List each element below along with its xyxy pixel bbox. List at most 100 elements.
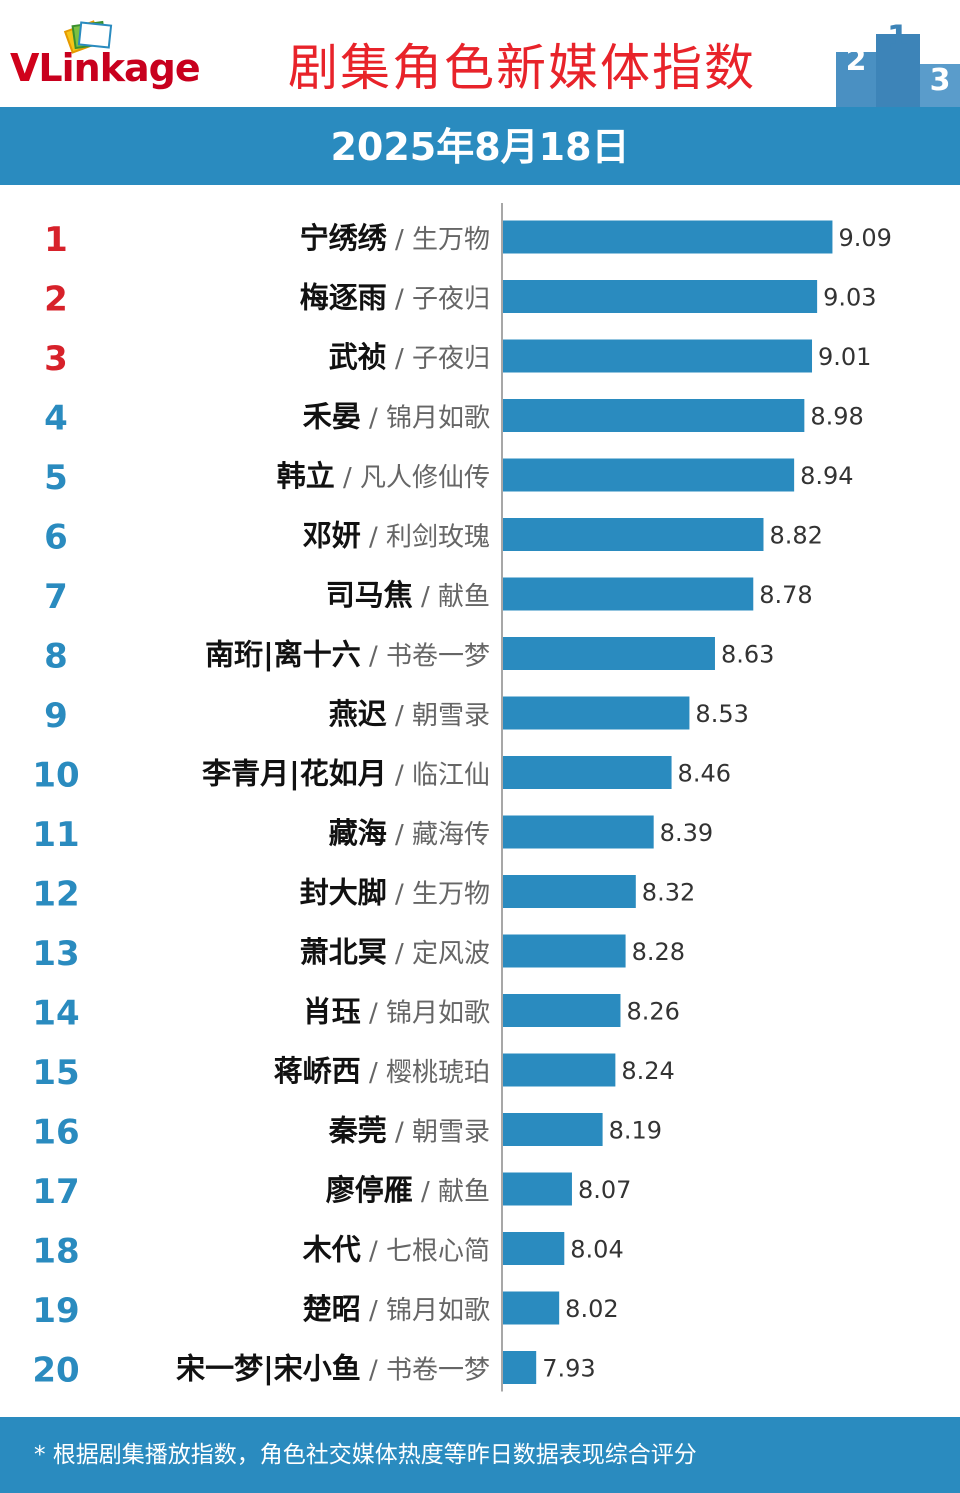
character-name: 萧北冥 <box>300 935 387 969</box>
category-label: 宋一梦|宋小鱼 / 书卷一梦 <box>176 1352 490 1386</box>
bar <box>503 1113 603 1146</box>
character-name: 燕迟 <box>329 697 387 731</box>
value-label: 8.53 <box>695 700 748 728</box>
category-label: 肖珏 / 锦月如歌 <box>303 995 490 1029</box>
category-label: 司马焦 / 献鱼 <box>326 578 490 612</box>
rank-number: 10 <box>32 756 79 796</box>
category-label: 藏海 / 藏海传 <box>329 816 490 850</box>
value-label: 8.39 <box>660 819 713 847</box>
rank-number: 16 <box>32 1113 79 1153</box>
page-title: 剧集角色新媒体指数 <box>288 39 756 97</box>
drama-name: / 锦月如歌 <box>361 404 490 434</box>
category-label: 武祯 / 子夜归 <box>329 340 490 374</box>
value-label: 8.07 <box>578 1176 631 1204</box>
bar <box>503 994 621 1027</box>
drama-name: / 朝雪录 <box>387 1118 490 1148</box>
character-name: 禾晏 <box>303 400 361 434</box>
value-label: 8.46 <box>678 760 731 788</box>
character-name: 藏海 <box>329 816 387 850</box>
character-name: 廖停雁 <box>326 1173 413 1207</box>
logo-v: V <box>10 46 39 90</box>
character-name: 蒋峤西 <box>274 1054 361 1088</box>
value-label: 8.94 <box>800 462 853 490</box>
rank-number: 18 <box>32 1232 79 1272</box>
category-label: 木代 / 七根心简 <box>302 1233 490 1267</box>
svg-text:1: 1 <box>887 18 909 56</box>
character-name: 南珩|离十六 <box>205 638 361 672</box>
category-label: 邓妍 / 利剑玫瑰 <box>303 519 490 553</box>
category-label: 南珩|离十六 / 书卷一梦 <box>205 638 490 672</box>
character-name: 梅逐雨 <box>300 281 387 315</box>
value-label: 8.82 <box>769 522 822 550</box>
category-label: 韩立 / 凡人修仙传 <box>277 459 490 493</box>
ranking-chart: 1 宁绣绣 / 生万物 9.09 2 梅逐雨 / 子夜归 9.03 3 武祯 / 子夜归 9.0… <box>0 185 960 1415</box>
bar <box>503 637 715 670</box>
bar <box>503 1232 565 1265</box>
category-label: 梅逐雨 / 子夜归 <box>300 281 490 315</box>
drama-name: / 朝雪录 <box>387 701 490 731</box>
drama-name: / 献鱼 <box>413 582 490 612</box>
rank-number: 20 <box>32 1351 79 1391</box>
podium-icon: 2 1 3 <box>836 18 960 107</box>
drama-name: / 书卷一梦 <box>361 1356 490 1386</box>
svg-text:3: 3 <box>930 63 951 98</box>
bar <box>503 875 636 908</box>
value-label: 9.09 <box>838 224 891 252</box>
character-name: 封大脚 <box>300 876 387 910</box>
value-label: 8.98 <box>810 403 863 431</box>
drama-name: / 献鱼 <box>413 1177 490 1207</box>
value-label: 8.24 <box>621 1057 674 1085</box>
character-name: 宁绣绣 <box>300 221 388 255</box>
vlinkage-logo: VLinkage <box>10 14 220 94</box>
rank-number: 17 <box>32 1172 79 1212</box>
bar <box>503 518 764 551</box>
category-label: 李青月|花如月 / 临江仙 <box>202 757 490 791</box>
rank-number: 14 <box>32 994 79 1034</box>
character-name: 肖珏 <box>303 995 361 1029</box>
character-name: 楚昭 <box>303 1292 361 1326</box>
bar <box>503 458 795 492</box>
drama-name: / 定风波 <box>387 939 490 969</box>
character-name: 李青月|花如月 <box>202 757 387 791</box>
character-name: 武祯 <box>329 340 387 374</box>
drama-name: / 临江仙 <box>387 761 490 791</box>
value-label: 8.78 <box>759 581 812 609</box>
value-label: 8.63 <box>721 641 774 669</box>
rank-number: 12 <box>32 875 79 915</box>
category-label: 燕迟 / 朝雪录 <box>329 697 490 731</box>
rank-number: 9 <box>44 696 68 736</box>
rank-number: 6 <box>44 518 68 558</box>
rank-number: 1 <box>44 220 68 260</box>
drama-name: / 锦月如歌 <box>361 999 490 1029</box>
value-label: 8.04 <box>570 1236 623 1264</box>
value-label: 7.93 <box>542 1355 595 1383</box>
bar <box>503 1291 560 1325</box>
value-label: 8.02 <box>565 1295 618 1323</box>
logo-cards-icon <box>63 20 113 54</box>
category-label: 禾晏 / 锦月如歌 <box>303 400 490 434</box>
character-name: 司马焦 <box>326 578 413 612</box>
value-label: 8.32 <box>642 879 695 907</box>
bar <box>503 577 754 611</box>
value-label: 8.26 <box>626 998 679 1026</box>
value-label: 9.01 <box>818 343 871 371</box>
ranking-chart-svg: 1 宁绣绣 / 生万物 9.09 2 梅逐雨 / 子夜归 9.03 3 武祯 / 子夜归 9.0… <box>32 203 892 1392</box>
character-name: 邓妍 <box>303 519 361 553</box>
drama-name: / 子夜归 <box>387 285 490 315</box>
bar <box>503 1351 537 1384</box>
value-label: 8.28 <box>632 938 685 966</box>
rank-number: 15 <box>32 1053 79 1093</box>
rank-number: 7 <box>44 577 68 617</box>
bar <box>503 339 813 373</box>
date-band: 2025年8月18日 <box>0 107 960 185</box>
drama-name: / 凡人修仙传 <box>335 463 490 493</box>
report-date: 2025年8月18日 <box>330 125 630 169</box>
character-name: 秦莞 <box>328 1114 387 1148</box>
value-label: 9.03 <box>823 284 876 312</box>
category-label: 秦莞 / 朝雪录 <box>328 1114 490 1148</box>
rank-number: 2 <box>44 280 68 320</box>
logo-rest: Linkage <box>38 46 200 90</box>
rank-number: 19 <box>32 1291 79 1331</box>
drama-name: / 生万物 <box>387 225 490 255</box>
character-name: 韩立 <box>277 459 335 493</box>
